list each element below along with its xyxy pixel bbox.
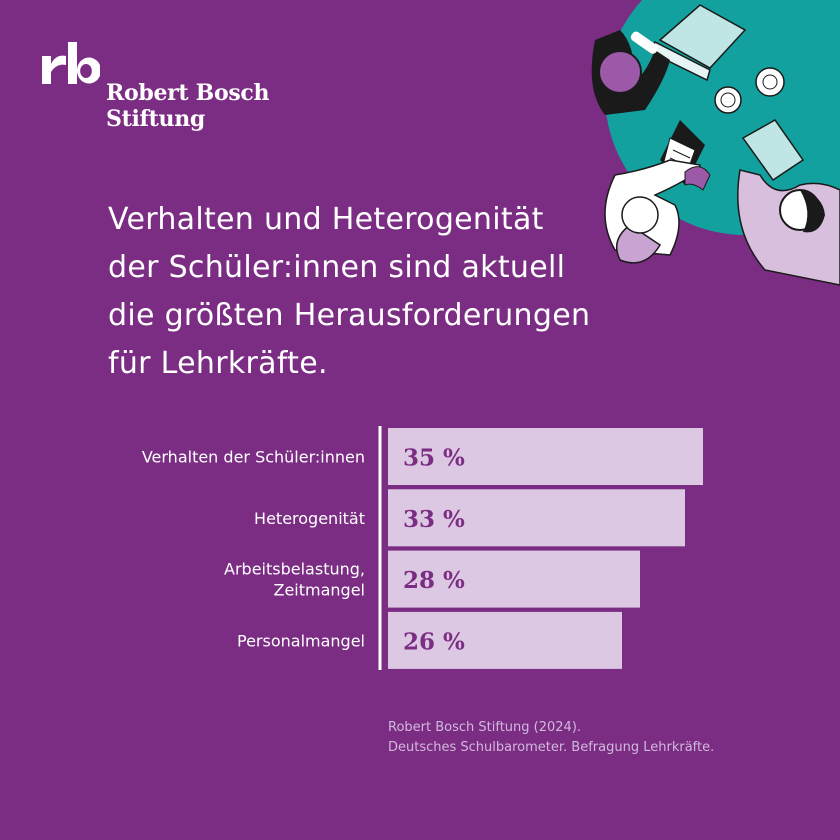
bar-4 xyxy=(388,611,622,669)
source-line-2: Deutsches Schulbarometer. Befragung Lehr… xyxy=(388,740,715,755)
bar-2 xyxy=(388,489,685,547)
bar-value-label-1: 35 % xyxy=(403,445,465,472)
headline: Verhalten und Heterogenität der Schüler:… xyxy=(108,196,628,388)
bar-value-label-2: 33 % xyxy=(403,506,465,533)
headline-line-4: für Lehrkräfte. xyxy=(108,346,328,381)
headline-line-3: die größten Herausforderungen xyxy=(108,298,591,333)
bar-value-label-4: 26 % xyxy=(403,628,465,655)
logo-name-line-1: Robert Bosch xyxy=(106,80,270,106)
headline-line-1: Verhalten und Heterogenität xyxy=(108,202,544,237)
source-line-1: Robert Bosch Stiftung (2024). xyxy=(388,720,582,735)
source-citation: Robert Bosch Stiftung (2024). Deutsches … xyxy=(388,718,714,758)
headline-line-2: der Schüler:innen sind aktuell xyxy=(108,250,566,285)
category-label-3: Arbeitsbelastung, Zeitmangel xyxy=(224,560,365,600)
teachers-at-table-illustration xyxy=(591,0,840,286)
logo-name-line-2: Stiftung xyxy=(106,106,206,132)
bar-value-label-3: 28 % xyxy=(403,567,465,594)
category-label-2: Heterogenität xyxy=(254,509,365,528)
category-label-4: Personalmangel xyxy=(237,631,365,650)
horizontal-bar-chart: 35 % Verhalten der Schüler:innen 33 % Heter… xyxy=(142,426,703,670)
category-label-1: Verhalten der Schüler:innen xyxy=(142,448,365,467)
bar-3 xyxy=(388,550,640,608)
bar-1 xyxy=(388,428,703,485)
logo-wordmark: Robert Bosch Stiftung xyxy=(106,80,326,132)
rb-logo-mark-icon xyxy=(42,42,100,84)
